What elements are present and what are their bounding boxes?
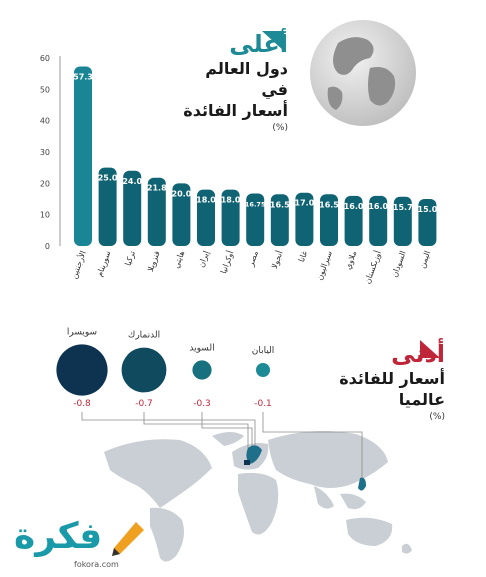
- low-rates-heading: أدنى أسعار للفائدة عالميا (%): [330, 340, 445, 422]
- bar: [369, 195, 388, 246]
- highlight-switzerland: [244, 460, 250, 465]
- bubble-value-label: -0.3: [193, 399, 211, 409]
- low-unit: (%): [429, 412, 445, 422]
- connector-line: [81, 412, 256, 456]
- bar-value-label: 16.0: [344, 202, 364, 211]
- bubble: [56, 344, 108, 396]
- y-tick-label: 0: [45, 242, 50, 251]
- bar-value-label: 20.0: [172, 189, 192, 198]
- x-tick-label: غانا: [297, 250, 309, 264]
- high-rates-heading: أعلى دول العالم في أسعار الفائدة (%): [178, 30, 288, 133]
- bar-value-label: 18.0: [221, 196, 241, 205]
- y-tick-label: 10: [40, 211, 50, 220]
- world-map: [104, 431, 412, 562]
- bubble-value-label: -0.8: [73, 399, 91, 409]
- brand-logo: فكرة fokora.com: [8, 516, 148, 576]
- bar-value-label: 24.0: [122, 177, 142, 186]
- bubble-country-label: الدنمارك: [128, 331, 160, 341]
- high-title: أعلى: [229, 30, 288, 58]
- y-tick-label: 50: [40, 85, 50, 94]
- bar: [98, 167, 117, 246]
- connector-line: [143, 412, 249, 462]
- bar: [344, 195, 363, 246]
- bar-chart: 010203040506057.3الأرجنتين25.0سورينام24.…: [40, 54, 438, 285]
- bar-value-label: 16.0: [368, 202, 388, 211]
- bubble: [192, 360, 212, 380]
- low-title: أدنى: [391, 340, 445, 368]
- bar-value-label: 17.0: [295, 199, 315, 208]
- highlight-japan: [358, 477, 366, 491]
- bar-value-label: 57.3: [73, 72, 93, 81]
- high-subtitle-line2: أسعار الفائدة: [183, 101, 288, 120]
- bar: [295, 192, 314, 246]
- high-subtitle-line1: دول العالم في: [205, 59, 288, 99]
- bar: [270, 194, 289, 246]
- bar: [123, 170, 142, 246]
- bar-value-label: 25.0: [98, 174, 118, 183]
- triangle-marker-icon: [262, 31, 284, 51]
- connector-line: [262, 412, 363, 484]
- y-tick-label: 60: [40, 54, 50, 63]
- bar: [320, 194, 338, 246]
- bar-value-label: 15.7: [393, 203, 413, 212]
- bubble-country-label: السويد: [189, 343, 214, 353]
- highlight-scandinavia: [246, 445, 262, 464]
- triangle-marker-icon: [420, 340, 440, 358]
- bar: [393, 196, 412, 246]
- low-subtitle-line2: عالميا: [398, 390, 445, 409]
- bar: [172, 183, 191, 246]
- logo-text: فكرة: [14, 516, 103, 557]
- bar-value-label: 16.5: [319, 200, 339, 209]
- logo-url: fokora.com: [74, 560, 119, 569]
- y-tick-label: 40: [40, 117, 50, 126]
- bubble-value-label: -0.7: [135, 399, 153, 409]
- y-tick-label: 20: [40, 179, 50, 188]
- bar-value-label: 15.0: [418, 205, 438, 214]
- bubble-country-label: اليابان: [252, 346, 275, 356]
- bar-value-label: 16.75: [245, 201, 266, 209]
- bar: [147, 177, 166, 246]
- low-subtitle-line1: أسعار للفائدة: [339, 369, 445, 388]
- bubble: [256, 363, 270, 377]
- high-unit: (%): [272, 123, 288, 133]
- bubble: [121, 347, 167, 393]
- connector-line: [201, 412, 253, 458]
- bar: [197, 189, 215, 246]
- bar-value-label: 21.8: [147, 184, 167, 193]
- bubble-country-label: سويسرا: [67, 327, 97, 337]
- y-tick-label: 30: [40, 148, 50, 157]
- bar: [418, 199, 437, 246]
- globe-icon: [310, 20, 416, 126]
- pencil-icon: [112, 522, 144, 556]
- bubble-value-label: -0.1: [254, 399, 272, 409]
- bar: [74, 66, 92, 247]
- bar-value-label: 16.5: [270, 200, 290, 209]
- bar: [246, 193, 265, 246]
- bar: [221, 189, 240, 246]
- bar-value-label: 18.0: [196, 196, 216, 205]
